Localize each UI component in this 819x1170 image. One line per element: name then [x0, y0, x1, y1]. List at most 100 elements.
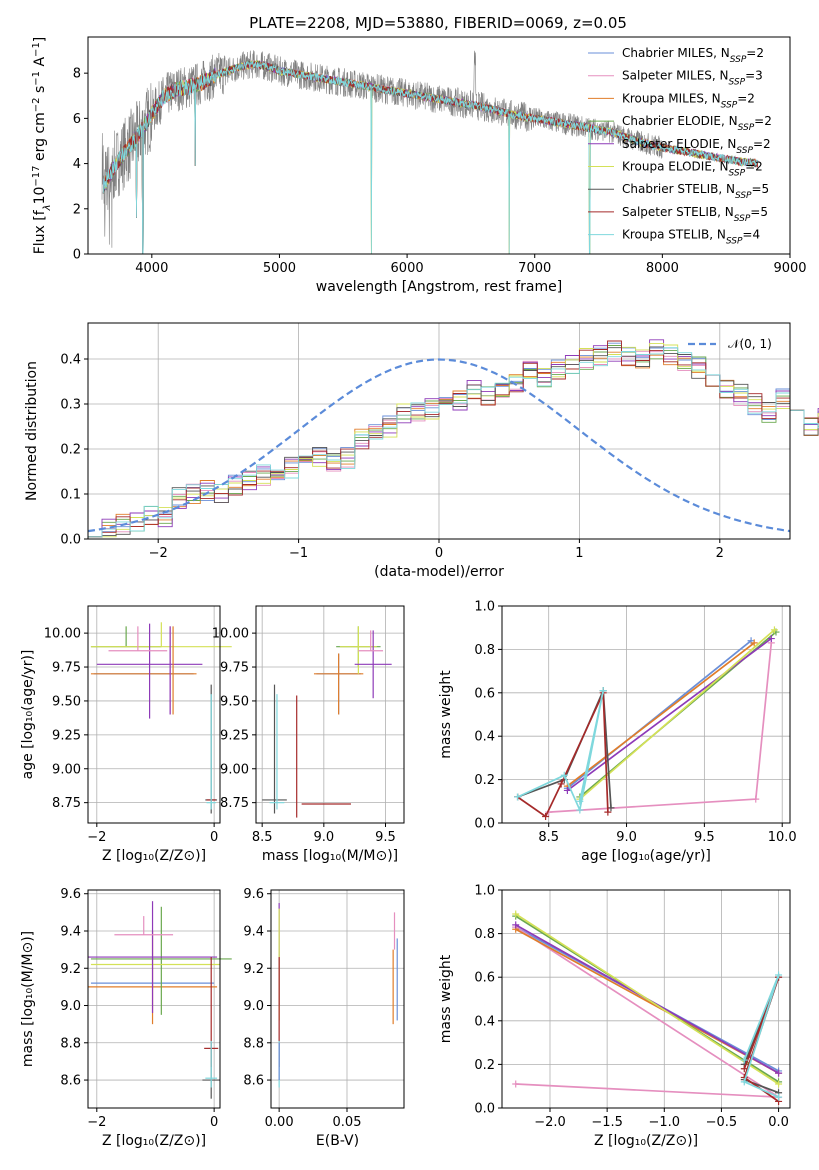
mass-vs-ebv-panel: 0.00 0.05 8.6 8.8 9.0 9.2 9.4 9.6 E(B-V): [243, 887, 405, 1149]
y-tick-label: 8.75: [220, 796, 249, 811]
legend-text: Chabrier STELIB, N: [622, 182, 735, 196]
data-point-kroupa-stelib: [576, 806, 584, 814]
tick-marks: [84, 358, 721, 543]
legend-subscript: SSP: [729, 78, 746, 88]
tick-marks: [84, 632, 215, 827]
legend-label-salpeter-miles: Salpeter MILES, NSSP=3: [622, 69, 763, 88]
legend-subscript: SSP: [736, 146, 753, 156]
x-tick-label: 9.0: [313, 830, 334, 845]
tick-marks: [84, 72, 791, 258]
y-axis-label-part: 10: [32, 187, 48, 205]
y-axis-label: age [log₁₀(age/yr)]: [20, 650, 36, 780]
legend-text: Chabrier MILES, N: [622, 46, 730, 60]
legend-text: Salpeter ELODIE, N: [622, 137, 736, 151]
data-point-kroupa-elodie: [770, 626, 778, 634]
axes-frame: [270, 889, 405, 1109]
x-axis-label: mass [log₁₀(M/M⊙)]: [262, 848, 398, 864]
data-point-salpeter-elodie: [563, 786, 571, 794]
legend-text: Kroupa MILES, N: [622, 91, 721, 105]
chart-title: PLATE=2208, MJD=53880, FIBERID=0069, z=0…: [249, 14, 627, 32]
y-tick-label: 8.6: [243, 1074, 264, 1089]
y-tick-label: 0.2: [60, 443, 81, 458]
y-tick-label: 9.25: [52, 728, 81, 743]
y-axis-label: mass weight: [438, 670, 454, 759]
legend-value: =5: [752, 182, 770, 196]
legend-label-salpeter-elodie: Salpeter ELODIE, NSSP=2: [622, 137, 771, 156]
x-tick-label: 0: [210, 830, 218, 845]
data-point-kroupa-stelib: [599, 687, 607, 695]
y-axis-label: Flux [fλ10−17 erg cm−2 s−1 A−1]: [31, 37, 53, 255]
y-tick-label: 0.0: [474, 817, 495, 832]
legend-label-normal: 𝒩(0, 1): [728, 337, 772, 351]
age-vs-metallicity-panel: −2 0 8.75 9.00 9.25 9.50 9.75 10.00 Z [log₁₀(Z/Z…: [20, 605, 232, 864]
histogram-chabrier-miles: [88, 342, 819, 538]
axes-frame: [87, 322, 791, 540]
legend-value: =2: [746, 46, 764, 60]
y-axis-label-part: erg cm: [32, 112, 48, 165]
y-tick-label: 9.4: [243, 924, 264, 939]
y-tick-label: 10.00: [212, 627, 249, 642]
x-tick-label: 9.0: [616, 830, 637, 845]
y-tick-label: 9.75: [52, 661, 81, 676]
legend-label-kroupa-elodie: Kroupa ELODIE, NSSP=2: [622, 160, 763, 179]
x-tick-label: 0: [435, 546, 443, 561]
weight-vs-age-panel: 8.5 9.0 9.5 10.0 0.0 0.2 0.4 0.6 0.8 1.0 age [log₁…: [438, 600, 797, 865]
data-point-kroupa-stelib: [740, 1078, 748, 1086]
y-tick-label: 0.6: [474, 686, 495, 701]
x-tick-label: 9.5: [375, 830, 396, 845]
y-tick-label: 0.2: [474, 773, 495, 788]
axes-frame: [87, 36, 791, 255]
series-line-kroupa-miles: [566, 642, 755, 787]
legend-subscript: SSP: [734, 214, 751, 224]
y-axis-label-part: A: [32, 57, 48, 71]
histogram-kroupa-stelib: [88, 347, 819, 538]
series-line-salpeter-elodie: [566, 637, 772, 792]
x-tick-label: 0.0: [768, 1115, 789, 1130]
data-point-kroupa-stelib: [775, 1093, 783, 1101]
data-point-salpeter-miles: [752, 795, 760, 803]
legend-value: =4: [742, 228, 760, 242]
observed-spectrum-line: [101, 50, 663, 248]
y-axis-label-part: s: [32, 86, 48, 98]
y-tick-label: 9.75: [220, 661, 249, 676]
legend-text: Salpeter STELIB, N: [622, 205, 734, 219]
tick-marks: [84, 893, 215, 1112]
x-tick-label: 5000: [263, 261, 296, 276]
legend-value: =5: [750, 205, 768, 219]
x-tick-label: 10.0: [768, 830, 797, 845]
grid-lines: [271, 890, 404, 1108]
x-axis-label: Z [log₁₀(Z/Z⊙)]: [102, 848, 206, 864]
y-tick-label: 0.4: [474, 730, 495, 745]
legend-value: =2: [753, 137, 771, 151]
y-tick-label: 9.6: [243, 887, 264, 902]
data-point-kroupa-miles: [750, 639, 758, 647]
x-tick-label: 8000: [646, 261, 679, 276]
y-axis-label-part: −17: [31, 165, 42, 186]
legend-subscript: SSP: [730, 55, 747, 65]
x-axis-label: E(B-V): [316, 1133, 359, 1149]
series-line-salpeter-miles: [515, 926, 782, 1099]
series-line-salpeter-stelib: [517, 692, 609, 818]
histogram-chabrier-stelib: [88, 346, 819, 538]
data-point-salpeter-elodie: [767, 635, 775, 643]
y-tick-label: 0.6: [474, 971, 495, 986]
data-point-kroupa-elodie: [512, 910, 520, 918]
axes-frame: [255, 605, 405, 824]
axes-frame: [501, 889, 791, 1109]
histogram-kroupa-elodie: [88, 342, 819, 538]
y-tick-label: 8.8: [243, 1036, 264, 1051]
y-axis-label: Normed distribution: [24, 361, 40, 501]
x-tick-label: 8.5: [538, 830, 559, 845]
legend-value: =3: [745, 69, 763, 83]
y-tick-label: 9.4: [60, 924, 81, 939]
series-line-kroupa-stelib: [743, 974, 780, 1098]
data-point-chabrier-stelib: [607, 804, 615, 812]
x-axis-label: wavelength [Angstrom, rest frame]: [316, 279, 562, 295]
x-tick-label: −1.0: [648, 1115, 680, 1130]
y-tick-label: 8.6: [60, 1074, 81, 1089]
data-point-salpeter-elodie: [512, 921, 520, 929]
y-tick-label: 9.00: [52, 762, 81, 777]
y-tick-label: 0.3: [60, 398, 81, 413]
histogram-chabrier-elodie: [88, 345, 819, 538]
legend-value: =2: [745, 160, 763, 174]
